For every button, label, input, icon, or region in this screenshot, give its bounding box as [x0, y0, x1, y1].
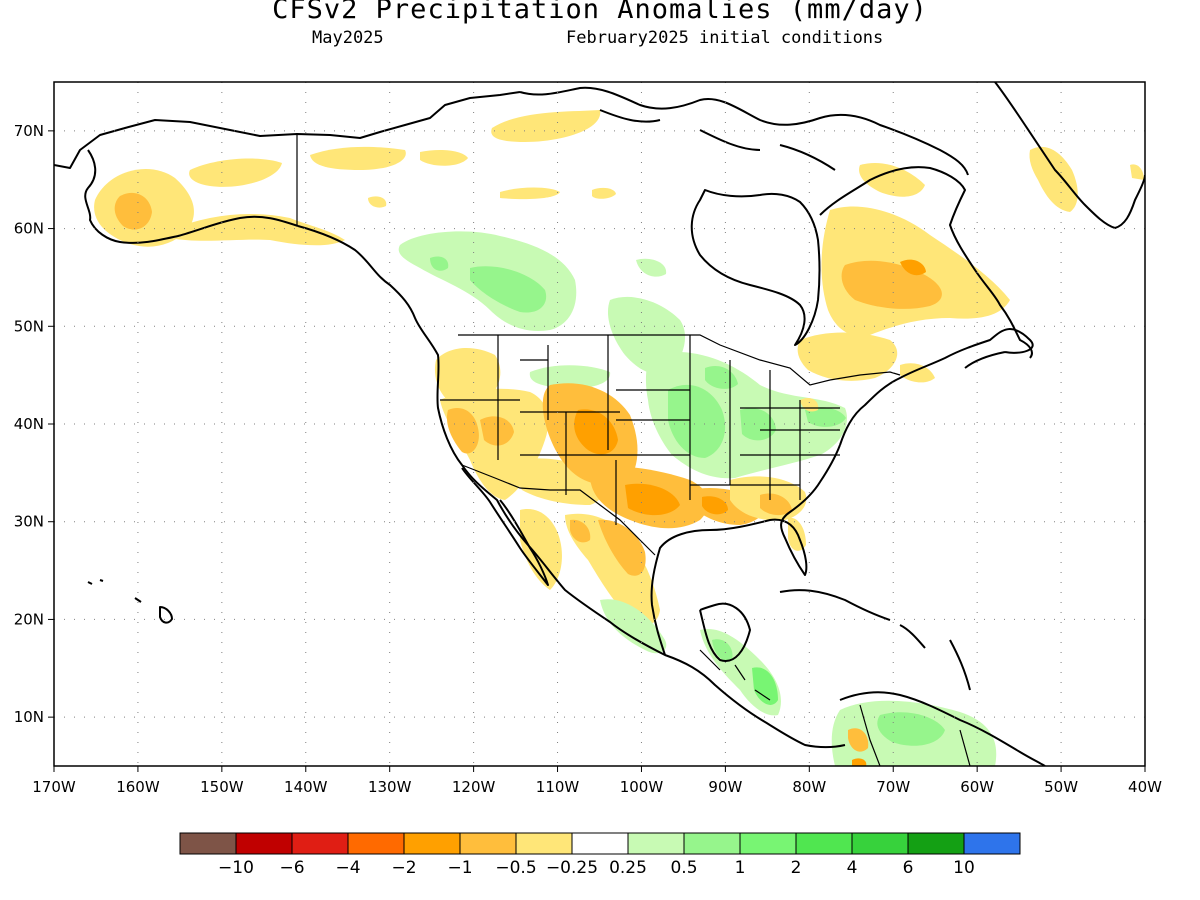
hawaii	[87, 579, 173, 624]
colorbar-label: −2	[391, 858, 416, 878]
colorbar-swatch	[795, 832, 853, 855]
colorbar-label: −1	[447, 858, 472, 878]
lon-tick-label: 50W	[1044, 778, 1078, 796]
colorbar-label: 4	[847, 858, 858, 878]
south-america-borders	[859, 704, 971, 766]
colorbar-swatch	[347, 832, 405, 855]
colorbar-label: 2	[791, 858, 802, 878]
colorbar-label: 6	[903, 858, 914, 878]
lon-tick-label: 150W	[200, 778, 244, 796]
lon-tick-label: 80W	[792, 778, 826, 796]
colorbar-label: −4	[335, 858, 360, 878]
colorbar-label: 1	[735, 858, 746, 878]
baja-california	[461, 467, 549, 586]
colorbar-swatch	[459, 832, 517, 855]
lon-tick-label: 90W	[708, 778, 742, 796]
chart-title: CFSv2 Precipitation Anomalies (mm/day)	[272, 0, 928, 25]
lon-tick-label: 70W	[876, 778, 910, 796]
valid-month-label: May2025	[312, 28, 384, 48]
lon-tick-label: 170W	[32, 778, 76, 796]
anomaly-shading	[94, 110, 1144, 766]
caribbean-coast	[779, 589, 1046, 766]
us-state-lines	[440, 335, 840, 525]
colorbar-swatch	[963, 832, 1021, 855]
gulf-of-mexico-coast	[650, 444, 841, 662]
colorbar-swatch	[571, 832, 629, 855]
initial-conditions-label: February2025 initial conditions	[566, 28, 884, 48]
lat-tick-label: 50N	[14, 317, 44, 335]
colorbar-swatch	[739, 832, 797, 855]
colorbar-label: 0.25	[609, 858, 647, 878]
labrador-coast	[819, 166, 1033, 359]
colorbar-label: −0.5	[495, 858, 536, 878]
lon-tick-label: 140W	[284, 778, 328, 796]
lat-tick-label: 60N	[14, 220, 44, 238]
lon-tick-label: 60W	[960, 778, 994, 796]
colorbar-label: 10	[953, 858, 975, 878]
graticule	[54, 82, 1145, 766]
lon-tick-label: 40W	[1128, 778, 1162, 796]
colorbar-label: −10	[218, 858, 254, 878]
region-gulf-coast-dry	[730, 476, 807, 551]
lat-tick-label: 40N	[14, 415, 44, 433]
axis-labels: 170W 160W 150W 140W 130W 120W 110W 100W 90W 80W 70…	[14, 122, 1162, 796]
us-canada-border	[458, 334, 901, 386]
colorbar-label: −0.25	[546, 858, 598, 878]
region-western-alaska-dry	[94, 158, 345, 247]
region-northern-canada-wet	[398, 231, 686, 375]
lat-tick-label: 70N	[14, 122, 44, 140]
hudson-bay	[690, 189, 821, 346]
colorbar-swatch	[907, 832, 965, 855]
colorbar-label: 0.5	[670, 858, 697, 878]
colorbar-swatch	[179, 832, 237, 855]
colorbar-swatch	[627, 832, 685, 855]
region-southwest-us-dry	[434, 348, 606, 505]
lon-tick-label: 160W	[116, 778, 160, 796]
lon-tick-label: 110W	[536, 778, 580, 796]
lat-tick-label: 20N	[14, 610, 44, 628]
region-mexico-dry	[520, 509, 660, 626]
colorbar-swatch	[291, 832, 349, 855]
lon-tick-label: 100W	[620, 778, 664, 796]
west-coast	[297, 225, 846, 749]
lat-tick-label: 10N	[14, 708, 44, 726]
region-midwest-wet	[529, 351, 848, 479]
colorbar-swatch	[235, 832, 293, 855]
region-northern-south-america-wet	[831, 700, 997, 766]
greenland-coast	[994, 82, 1145, 229]
region-yukon-dry	[310, 110, 616, 208]
colorbar-swatch	[515, 832, 573, 855]
colorbar: −10 −6 −4 −2 −1 −0.5 −0.25 0.25 0.5 1 2 4 6 10	[179, 832, 1021, 878]
colorbar-swatch	[683, 832, 741, 855]
colorbar-swatch	[851, 832, 909, 855]
colorbar-swatch	[403, 832, 461, 855]
political-borders	[296, 134, 971, 766]
region-quebec-labrador-dry	[797, 162, 1010, 412]
colorbar-label: −6	[279, 858, 304, 878]
region-greenland-dry	[1029, 146, 1144, 212]
lon-tick-label: 130W	[368, 778, 412, 796]
east-coast	[839, 328, 1034, 446]
region-central-america-wet	[600, 599, 781, 716]
lat-tick-label: 30N	[14, 513, 44, 531]
central-america-borders	[699, 649, 771, 701]
lon-tick-label: 120W	[452, 778, 496, 796]
us-mexico-border	[461, 464, 656, 556]
arctic-islands	[519, 86, 969, 176]
